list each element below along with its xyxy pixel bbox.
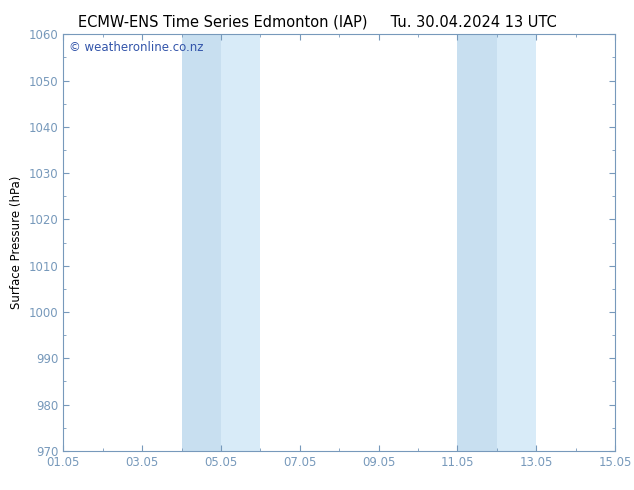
Bar bbox=[497, 34, 536, 451]
Text: ECMW-ENS Time Series Edmonton (IAP)     Tu. 30.04.2024 13 UTC: ECMW-ENS Time Series Edmonton (IAP) Tu. … bbox=[77, 15, 557, 30]
Bar bbox=[457, 34, 497, 451]
Bar bbox=[181, 34, 221, 451]
Text: © weatheronline.co.nz: © weatheronline.co.nz bbox=[69, 41, 204, 53]
Bar bbox=[221, 34, 261, 451]
Y-axis label: Surface Pressure (hPa): Surface Pressure (hPa) bbox=[10, 176, 23, 309]
